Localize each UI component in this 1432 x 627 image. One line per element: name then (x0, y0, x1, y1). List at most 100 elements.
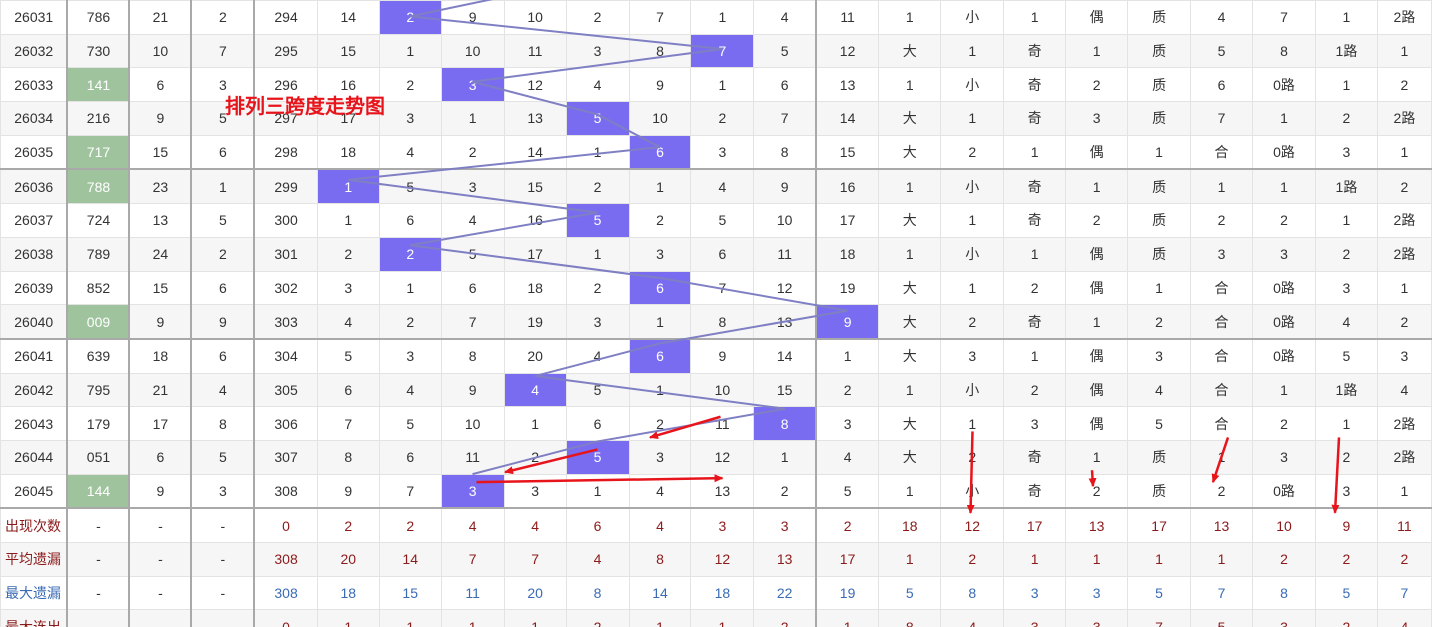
stat-value: - (66, 542, 130, 577)
span-ball: 3 (440, 473, 505, 509)
attribute-cell: 1 (878, 67, 942, 103)
omission-cell: 12 (503, 67, 567, 103)
omission-cell: 9 (753, 168, 817, 205)
omission-cell: 16 (503, 203, 567, 238)
omission-cell: 13 (814, 67, 880, 103)
stat-value: 1 (503, 609, 567, 627)
stat-value: 1 (814, 609, 880, 627)
attribute-cell: 1 (1065, 168, 1129, 205)
span-cell: 3 (190, 67, 255, 103)
omission-cell: 17 (814, 203, 880, 238)
stat-value: 8 (878, 609, 942, 627)
attribute-cell: 大 (878, 203, 942, 238)
stat-value: 18 (878, 507, 942, 544)
omission-cell: 8 (628, 33, 692, 69)
period-cell: 26037 (0, 203, 68, 238)
attribute-cell: 2 (1065, 67, 1129, 103)
attribute-cell: 4 (1314, 304, 1378, 340)
omission-cell: 5 (378, 406, 442, 441)
omission-cell: 20 (503, 337, 567, 374)
attribute-cell: 合 (1190, 372, 1253, 408)
table-row: 26036 788 23 1 299 1 5 3 15 2 1 4 9 16 1 小奇 1 质 1 1 1路 2 (0, 168, 1432, 205)
stat-value: 12 (690, 542, 755, 577)
draw-number-cell: 795 (66, 372, 130, 408)
sum-cell: 6 (128, 67, 192, 103)
span-cell: 5 (190, 101, 255, 136)
attribute-cell: 3 (1190, 236, 1253, 272)
stat-value: - (190, 575, 255, 611)
span-ball: 6 (628, 270, 692, 306)
attribute-cell: 1 (1376, 473, 1432, 509)
omission-cell: 4 (378, 372, 442, 408)
sum-cell: 10 (128, 33, 192, 69)
sum-cell: 6 (128, 439, 192, 475)
stat-value: 308 (253, 575, 318, 611)
omission-cell: 4 (628, 473, 692, 509)
period-cell: 26039 (0, 270, 68, 306)
attribute-cell: 1 (1314, 0, 1378, 35)
attribute-cell: 1 (1314, 203, 1378, 238)
stat-value: 11 (440, 575, 505, 611)
omission-cell: 10 (753, 203, 817, 238)
stat-value: 14 (378, 542, 442, 577)
period-cell: 26042 (0, 372, 68, 408)
draw-number-cell: 786 (66, 0, 130, 35)
stat-value: 0 (253, 609, 318, 627)
attribute-cell: 质 (1127, 0, 1192, 35)
draw-number-cell: 852 (66, 270, 130, 306)
omission-cell: 1 (316, 203, 380, 238)
attribute-cell: 2 (1127, 304, 1192, 340)
span-ball: 7 (690, 33, 755, 69)
stat-value: 4 (440, 507, 505, 544)
stat-value: 4 (940, 609, 1005, 627)
attribute-cell: 3 (1314, 134, 1378, 170)
attribute-cell: 2 (1314, 439, 1378, 475)
attribute-cell: 5 (1190, 33, 1253, 69)
omission-cell: 297 (253, 101, 318, 136)
attribute-cell: 质 (1127, 33, 1192, 69)
attribute-cell: 4 (1127, 372, 1192, 408)
sum-cell: 21 (128, 372, 192, 408)
omission-cell: 2 (753, 473, 817, 509)
stat-value: 13 (753, 542, 817, 577)
omission-cell: 3 (565, 33, 630, 69)
attribute-cell: 2 (1190, 473, 1253, 509)
attribute-cell: 质 (1127, 439, 1192, 475)
omission-cell: 4 (565, 337, 630, 374)
attribute-cell: 2路 (1376, 203, 1432, 238)
omission-cell: 10 (440, 406, 505, 441)
stat-value: 19 (814, 575, 880, 611)
attribute-cell: 1 (1252, 372, 1316, 408)
omission-cell: 307 (253, 439, 318, 475)
stat-value: 0 (253, 507, 318, 544)
table-row: 26033 141 6 3 296 16 2 3 12 4 9 1 6 13 1 小奇 2 质 6 0路 1 2 (0, 67, 1432, 103)
omission-cell: 15 (316, 33, 380, 69)
attribute-cell: 小 (940, 473, 1005, 509)
omission-cell: 4 (565, 67, 630, 103)
omission-cell: 3 (316, 270, 380, 306)
attribute-cell: 大 (878, 304, 942, 340)
omission-cell: 12 (753, 270, 817, 306)
stat-value: 7 (1127, 609, 1192, 627)
omission-cell: 16 (814, 168, 880, 205)
stat-value: 1 (440, 609, 505, 627)
omission-cell: 11 (753, 236, 817, 272)
omission-cell: 6 (690, 236, 755, 272)
stat-value: 17 (814, 542, 880, 577)
attribute-cell: 2 (1376, 304, 1432, 340)
stat-value: - (190, 507, 255, 544)
stat-value: 308 (253, 542, 318, 577)
omission-cell: 6 (440, 270, 505, 306)
omission-cell: 18 (316, 134, 380, 170)
attribute-cell: 大 (878, 406, 942, 441)
omission-cell: 19 (814, 270, 880, 306)
omission-cell: 19 (503, 304, 567, 340)
omission-cell: 5 (378, 168, 442, 205)
stat-value: 2 (1314, 609, 1378, 627)
span-cell: 9 (190, 304, 255, 340)
stat-value: - (190, 609, 255, 627)
attribute-cell: 1 (940, 101, 1005, 136)
attribute-cell: 0路 (1252, 270, 1316, 306)
omission-cell: 10 (628, 101, 692, 136)
span-ball: 2 (378, 236, 442, 272)
